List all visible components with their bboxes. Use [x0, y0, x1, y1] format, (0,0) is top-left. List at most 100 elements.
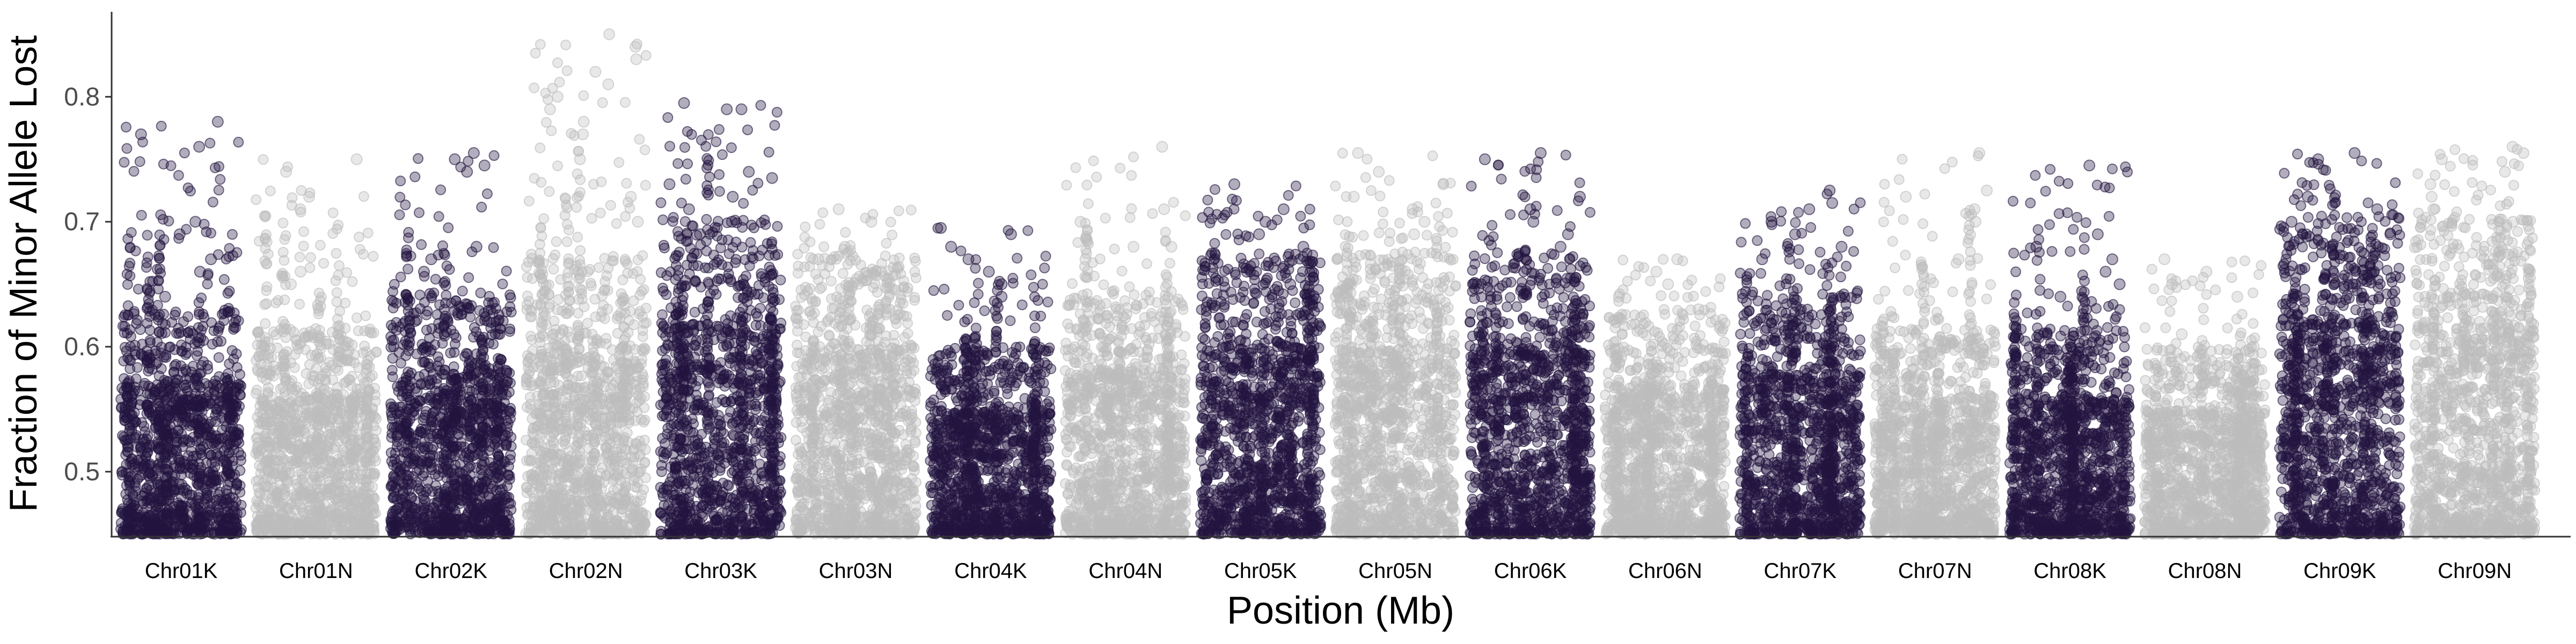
data-point — [396, 176, 405, 186]
data-point — [319, 259, 328, 268]
data-point — [143, 389, 152, 398]
data-point — [524, 196, 534, 206]
data-point — [403, 301, 413, 310]
data-point — [387, 512, 397, 522]
data-point — [144, 525, 153, 535]
data-point — [388, 354, 398, 363]
data-point — [438, 467, 448, 477]
data-point — [259, 155, 268, 164]
data-point — [333, 497, 342, 507]
data-point — [261, 420, 271, 429]
data-point — [434, 211, 444, 221]
data-point — [145, 493, 155, 503]
data-point — [331, 248, 341, 258]
data-point — [260, 342, 270, 352]
data-point — [332, 407, 341, 416]
data-point — [334, 261, 344, 270]
data-point — [279, 247, 288, 257]
data-point — [493, 361, 503, 371]
data-point — [541, 118, 551, 127]
data-point — [140, 378, 150, 388]
data-points — [116, 29, 2540, 539]
data-point — [388, 372, 398, 382]
data-point — [122, 524, 132, 534]
data-point — [137, 210, 147, 220]
data-point — [183, 386, 193, 396]
data-point — [125, 458, 135, 467]
data-point — [164, 495, 173, 505]
data-point — [463, 484, 472, 494]
data-point — [222, 460, 231, 470]
data-point — [465, 385, 475, 395]
data-point — [364, 504, 374, 514]
data-point — [450, 390, 459, 400]
data-point — [196, 463, 206, 472]
data-point — [277, 437, 287, 447]
data-point — [145, 407, 155, 417]
data-point — [415, 290, 425, 300]
data-point — [205, 138, 215, 148]
data-point — [392, 463, 401, 472]
data-point — [262, 473, 272, 483]
data-point — [317, 521, 326, 530]
data-point — [288, 401, 298, 411]
data-point — [404, 511, 413, 521]
data-point — [477, 202, 486, 212]
data-point — [413, 516, 422, 525]
data-point — [160, 464, 170, 474]
data-point — [386, 332, 396, 341]
data-point — [443, 223, 453, 232]
data-point — [280, 295, 289, 305]
data-point — [419, 266, 429, 277]
data-point — [359, 192, 369, 201]
data-point — [439, 450, 449, 459]
data-point — [264, 436, 273, 446]
data-point — [298, 442, 308, 452]
data-point — [414, 208, 424, 217]
data-point — [478, 408, 488, 418]
data-point — [420, 370, 429, 379]
data-point — [174, 229, 185, 240]
data-point — [423, 458, 433, 467]
data-point — [278, 509, 288, 519]
data-point — [211, 476, 221, 486]
data-point — [482, 189, 492, 199]
data-point — [162, 516, 172, 525]
data-point — [160, 291, 171, 302]
data-point — [535, 143, 545, 153]
data-point — [163, 443, 173, 453]
data-point — [193, 347, 202, 356]
data-point — [362, 420, 372, 429]
data-point — [260, 235, 270, 244]
data-point — [193, 480, 203, 490]
data-point — [296, 467, 306, 477]
data-point — [401, 501, 411, 511]
data-point — [371, 347, 381, 357]
data-point — [144, 510, 154, 520]
data-point — [136, 325, 145, 334]
data-point — [365, 362, 375, 372]
data-point — [260, 300, 269, 310]
data-point — [449, 523, 459, 533]
data-point — [641, 180, 650, 190]
data-point — [463, 522, 472, 532]
data-point — [612, 218, 621, 228]
data-point — [127, 411, 136, 421]
data-point — [304, 192, 314, 202]
data-point — [419, 357, 429, 367]
data-point — [492, 380, 502, 390]
data-point — [260, 319, 270, 328]
data-point — [160, 328, 170, 338]
data-point — [439, 320, 449, 330]
data-point — [281, 528, 291, 537]
data-point — [335, 486, 345, 496]
data-point — [153, 499, 163, 509]
data-point — [261, 401, 270, 411]
data-point — [349, 464, 359, 474]
data-point — [233, 137, 243, 147]
data-point — [493, 427, 502, 436]
data-point — [410, 172, 420, 182]
data-point — [181, 435, 191, 444]
data-point — [462, 166, 472, 177]
data-point — [211, 376, 221, 386]
